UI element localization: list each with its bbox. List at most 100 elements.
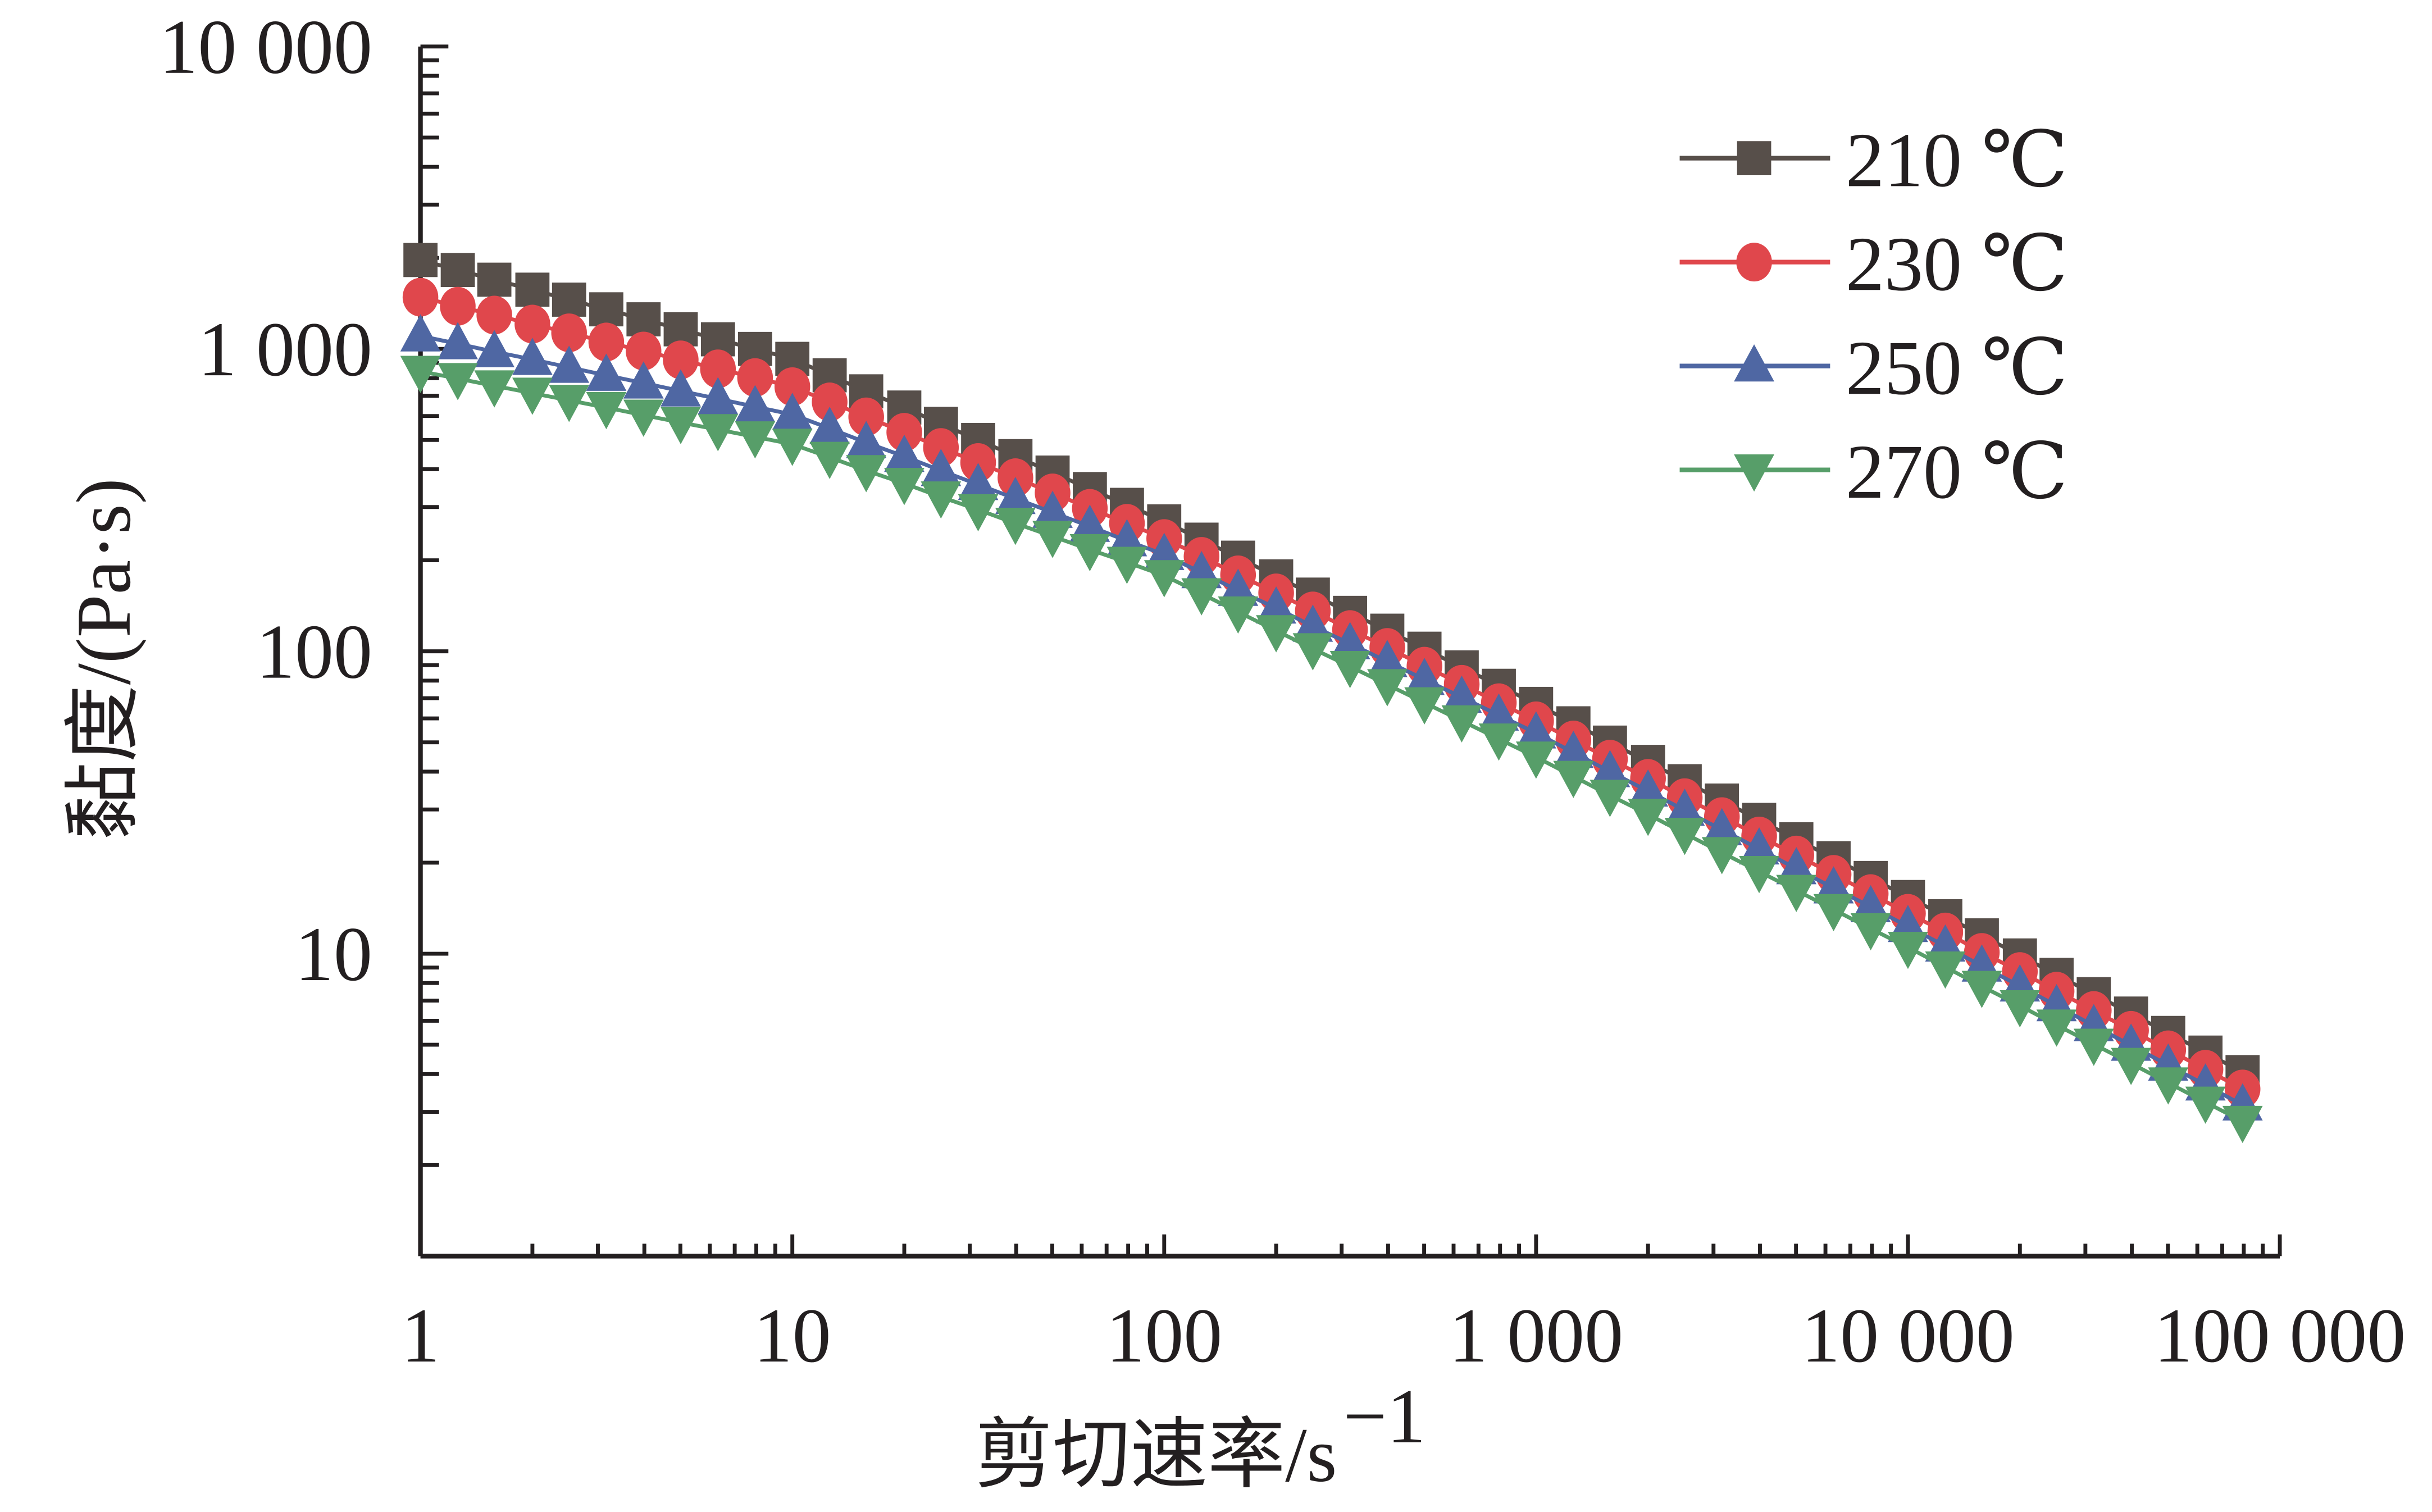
legend-item: 230 ℃ bbox=[1679, 221, 2068, 307]
legend-marker-icon bbox=[1734, 454, 1774, 492]
legend-label: 270 ℃ bbox=[1846, 429, 2068, 514]
data-point bbox=[1032, 490, 1073, 528]
y-axis-label: 黏度/(Pa·s) bbox=[61, 478, 147, 840]
legend-label: 250 ℃ bbox=[1846, 325, 2068, 411]
data-point bbox=[848, 397, 884, 436]
data-point bbox=[958, 463, 999, 500]
data-point bbox=[476, 295, 512, 335]
data-point bbox=[438, 322, 478, 359]
data-point bbox=[1850, 913, 1891, 951]
data-point bbox=[1628, 769, 1669, 807]
legend-item: 210 ℃ bbox=[1679, 117, 2068, 203]
legend-label: 230 ℃ bbox=[1846, 221, 2068, 307]
data-point bbox=[1144, 560, 1185, 598]
data-point bbox=[2111, 1048, 2152, 1085]
data-point bbox=[1850, 885, 1891, 923]
data-point bbox=[846, 455, 887, 493]
data-point bbox=[1664, 818, 1705, 855]
axes: 1 10 100 1 000 10 000 100 000 10 100 1 000 10 000 bbox=[159, 4, 2406, 1378]
data-point bbox=[1292, 633, 1333, 671]
legend-marker-icon bbox=[1736, 243, 1772, 282]
data-point bbox=[586, 391, 627, 430]
data-point bbox=[1553, 731, 1594, 768]
data-point bbox=[1888, 932, 1928, 969]
data-point bbox=[884, 468, 924, 505]
y-tick-label: 10 bbox=[295, 911, 372, 997]
data-point bbox=[589, 292, 623, 327]
data-point bbox=[1590, 750, 1631, 787]
series-270 bbox=[400, 356, 2263, 1144]
data-point bbox=[698, 377, 739, 415]
data-point bbox=[1367, 640, 1408, 677]
data-point bbox=[2185, 1086, 2226, 1124]
data-point bbox=[995, 477, 1036, 514]
data-point bbox=[1256, 586, 1296, 624]
data-point bbox=[512, 377, 553, 415]
data-point bbox=[735, 421, 776, 459]
legend-marker-icon bbox=[1737, 141, 1771, 175]
legend-item: 270 ℃ bbox=[1679, 429, 2068, 514]
data-point bbox=[403, 243, 438, 277]
data-point bbox=[1329, 622, 1370, 659]
data-point bbox=[2148, 1067, 2189, 1105]
data-point bbox=[700, 349, 736, 389]
data-point bbox=[477, 262, 512, 297]
data-point bbox=[400, 356, 441, 393]
data-point bbox=[698, 414, 739, 452]
data-point bbox=[663, 340, 699, 380]
x-tick-label: 1 000 bbox=[1449, 1292, 1624, 1378]
data-point bbox=[549, 345, 590, 383]
data-point bbox=[400, 314, 441, 352]
data-point bbox=[474, 370, 515, 408]
data-point bbox=[1367, 669, 1408, 707]
data-point bbox=[2036, 1009, 2077, 1047]
data-point bbox=[626, 331, 662, 371]
data-point bbox=[809, 407, 850, 444]
data-point bbox=[1292, 604, 1333, 642]
series-250 bbox=[400, 314, 2263, 1121]
data-point bbox=[1739, 827, 1779, 865]
data-point bbox=[1441, 705, 1482, 743]
data-point bbox=[588, 322, 625, 362]
data-point bbox=[440, 253, 475, 288]
y-axis-title: 黏度/(Pa·s) bbox=[61, 478, 147, 840]
data-point bbox=[515, 272, 550, 307]
data-point bbox=[1256, 615, 1296, 653]
x-tick-label: 10 bbox=[754, 1292, 831, 1378]
data-point bbox=[772, 429, 813, 466]
data-point bbox=[1478, 723, 1519, 761]
data-point bbox=[846, 421, 887, 458]
data-point bbox=[551, 313, 587, 353]
x-tick-label: 10 000 bbox=[1801, 1292, 2015, 1378]
data-point bbox=[623, 361, 664, 399]
data-point bbox=[958, 494, 999, 532]
data-point bbox=[735, 385, 776, 422]
data-point bbox=[1404, 687, 1445, 725]
data-point bbox=[1776, 875, 1817, 912]
data-point bbox=[812, 382, 848, 422]
data-point bbox=[438, 363, 478, 400]
data-point bbox=[549, 385, 590, 422]
data-point bbox=[586, 353, 627, 391]
y-tick-label: 100 bbox=[256, 609, 372, 695]
x-axis-label-superscript: −1 bbox=[1343, 1373, 1426, 1459]
x-tick-label: 1 bbox=[401, 1292, 440, 1378]
x-tick-label: 100 bbox=[1106, 1292, 1222, 1378]
data-point bbox=[1628, 799, 1669, 836]
legend-marker-icon bbox=[1734, 344, 1774, 382]
data-point bbox=[1069, 534, 1110, 572]
legend: 210 ℃ 230 ℃ 250 ℃ 270 ℃ bbox=[1679, 117, 2068, 514]
data-point bbox=[2000, 990, 2041, 1028]
data-point bbox=[2222, 1105, 2263, 1144]
legend-label: 210 ℃ bbox=[1846, 117, 2068, 203]
data-point bbox=[1961, 971, 2002, 1008]
data-point bbox=[737, 358, 773, 397]
data-point bbox=[1515, 741, 1556, 779]
data-point bbox=[1664, 789, 1705, 826]
data-point bbox=[1701, 837, 1742, 875]
data-point bbox=[1739, 856, 1779, 894]
data-point bbox=[1181, 578, 1222, 616]
data-point bbox=[402, 277, 439, 317]
data-point bbox=[626, 302, 661, 336]
